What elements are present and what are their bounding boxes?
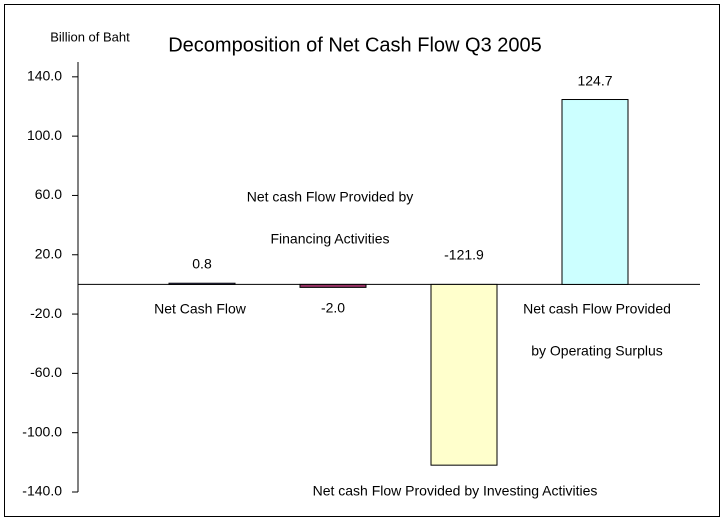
- y-tick-label: -20.0: [30, 305, 62, 321]
- category-label: Net cash Flow Provided: [523, 301, 671, 317]
- category-label: Net cash Flow Provided by: [247, 189, 414, 205]
- y-tick-label: 100.0: [27, 127, 62, 143]
- category-label: by Operating Surplus: [531, 343, 663, 359]
- value-label: 0.8: [192, 256, 212, 272]
- value-label: -121.9: [444, 247, 484, 263]
- value-label: -2.0: [321, 300, 345, 316]
- y-tick-label: 60.0: [35, 186, 62, 202]
- y-tick-label: -60.0: [30, 364, 62, 380]
- bar: [561, 99, 629, 285]
- bar: [430, 283, 498, 466]
- category-label: Net cash Flow Provided by Investing Acti…: [313, 483, 598, 499]
- y-axis-label: Billion of Baht: [50, 29, 130, 44]
- y-tick-label: 20.0: [35, 245, 62, 261]
- y-tick-label: 140.0: [27, 68, 62, 84]
- category-label: Financing Activities: [270, 231, 389, 247]
- chart-title: Decomposition of Net Cash Flow Q3 2005: [168, 34, 542, 56]
- bar: [168, 282, 236, 285]
- y-tick-label: -100.0: [22, 423, 62, 439]
- y-tick-label: -140.0: [22, 483, 62, 499]
- bar: [299, 283, 367, 288]
- value-label: 124.7: [577, 73, 612, 89]
- category-label: Net Cash Flow: [154, 301, 247, 317]
